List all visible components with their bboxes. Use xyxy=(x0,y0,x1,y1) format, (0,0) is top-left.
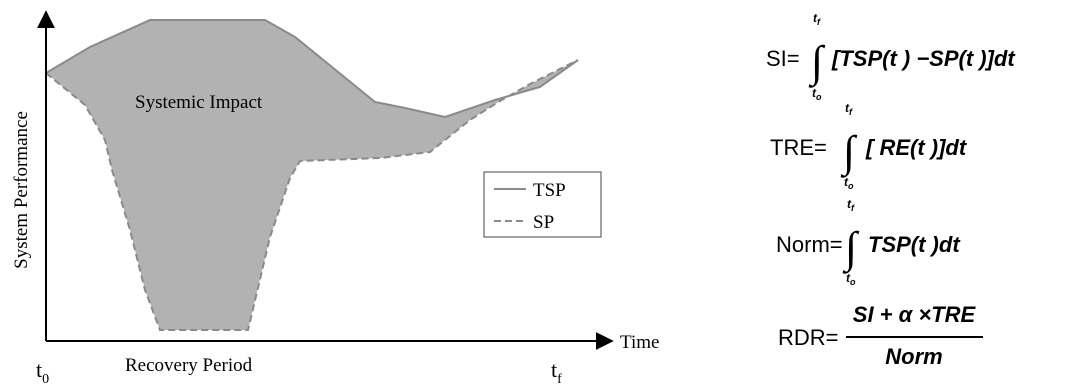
tf-main: t xyxy=(551,357,557,382)
legend-tsp-label: TSP xyxy=(533,180,566,201)
tre-integral-icon: ∫ xyxy=(840,127,858,178)
tf-sub: f xyxy=(557,372,562,385)
norm-lower-limit: to xyxy=(846,271,856,287)
tre-body: [ RE(t )]dt xyxy=(865,135,968,160)
t0-label: t0 xyxy=(36,357,49,385)
si-upper-limit: tf xyxy=(813,11,821,27)
si-lower-limit: to xyxy=(812,86,822,102)
norm-body: TSP(t )dt xyxy=(868,232,961,257)
si-lower-main: t xyxy=(812,86,817,100)
formula-norm: Norm= tf ∫ to TSP(t )dt xyxy=(776,197,961,287)
tre-lhs: TRE= xyxy=(770,135,827,160)
tre-lower-main: t xyxy=(844,175,849,189)
norm-lhs: Norm= xyxy=(776,232,843,257)
tre-upper-main: t xyxy=(845,101,850,115)
legend: TSP SP xyxy=(483,171,602,238)
sp-curve xyxy=(45,59,579,331)
norm-integral-icon: ∫ xyxy=(842,223,860,274)
si-upper-main: t xyxy=(813,11,818,25)
norm-upper-sub: f xyxy=(851,203,855,213)
legend-box xyxy=(483,171,602,238)
norm-lower-main: t xyxy=(846,271,851,285)
si-upper-sub: f xyxy=(817,17,821,27)
formula-tre: TRE= tf ∫ to [ RE(t )]dt xyxy=(770,101,968,191)
norm-upper-limit: tf xyxy=(847,197,855,213)
t0-main: t xyxy=(36,357,42,382)
si-body: [TSP(t ) −SP(t )]dt xyxy=(831,46,1016,71)
formula-si: SI= tf ∫ to [TSP(t ) −SP(t )]dt xyxy=(766,11,1016,102)
legend-sp-label: SP xyxy=(533,212,554,233)
tre-lower-limit: to xyxy=(844,175,854,191)
tf-label: tf xyxy=(551,357,562,385)
t0-sub: 0 xyxy=(42,372,49,385)
tre-upper-sub: f xyxy=(849,107,853,117)
tre-upper-limit: tf xyxy=(845,101,853,117)
si-lhs: SI= xyxy=(766,46,800,71)
rdr-lhs: RDR= xyxy=(778,325,839,350)
x-axis-label: Time xyxy=(620,332,659,353)
formula-rdr: RDR= SI + α ×TRE Norm xyxy=(778,302,983,369)
si-integral-icon: ∫ xyxy=(808,37,826,88)
y-axis-label: System Performance xyxy=(11,111,32,269)
rdr-numerator: SI + α ×TRE xyxy=(853,302,977,327)
recovery-period-label: Recovery Period xyxy=(125,355,253,376)
systemic-impact-area xyxy=(46,20,578,330)
si-lower-sub: o xyxy=(816,92,822,102)
rdr-denominator: Norm xyxy=(885,344,942,369)
systemic-impact-label: Systemic Impact xyxy=(135,92,263,113)
norm-lower-sub: o xyxy=(850,277,856,287)
tre-lower-sub: o xyxy=(848,181,854,191)
norm-upper-main: t xyxy=(847,197,852,211)
